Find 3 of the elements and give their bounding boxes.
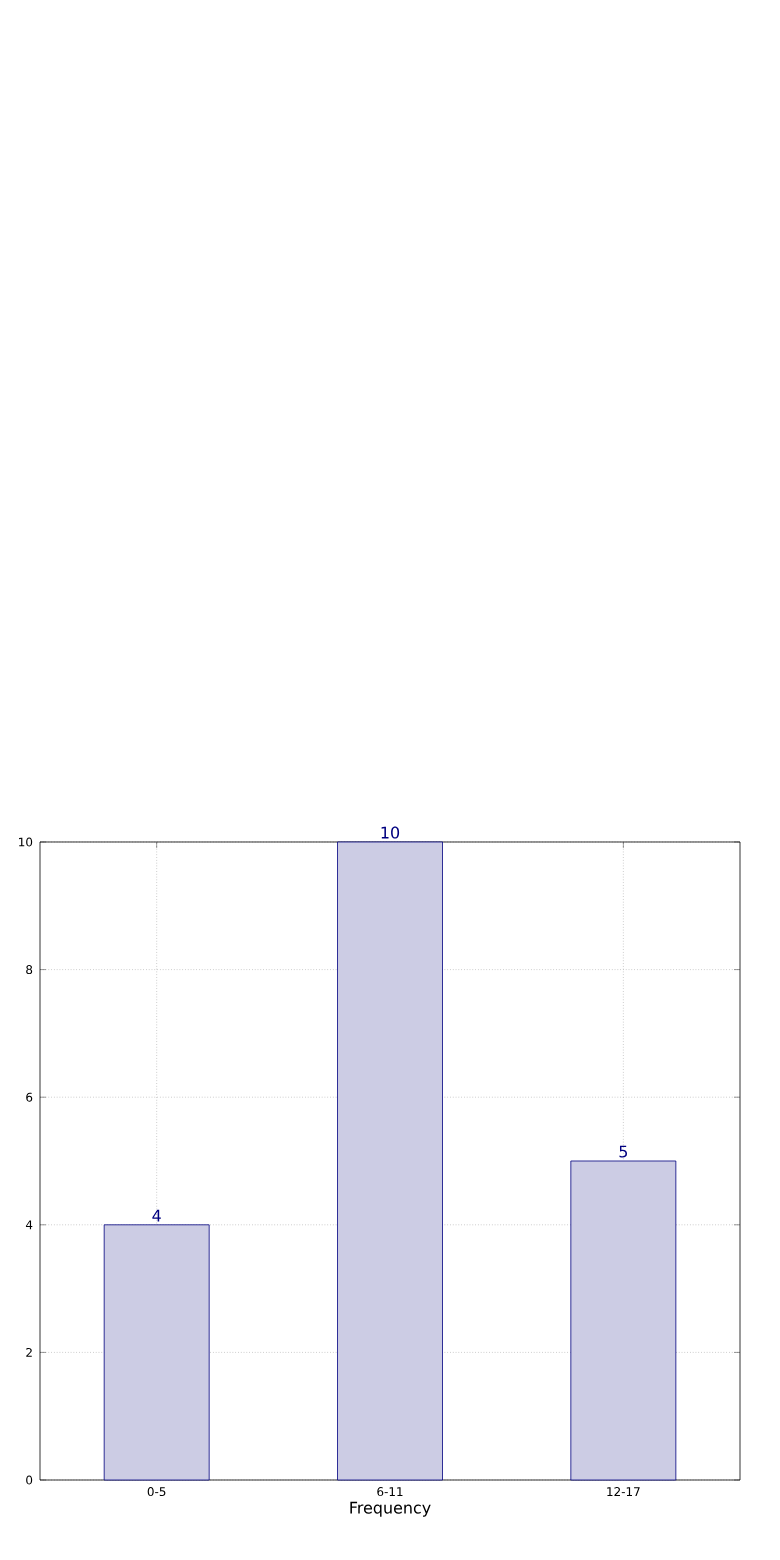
bar — [570, 1160, 677, 1481]
bar — [103, 1224, 210, 1481]
bar — [337, 841, 443, 1481]
